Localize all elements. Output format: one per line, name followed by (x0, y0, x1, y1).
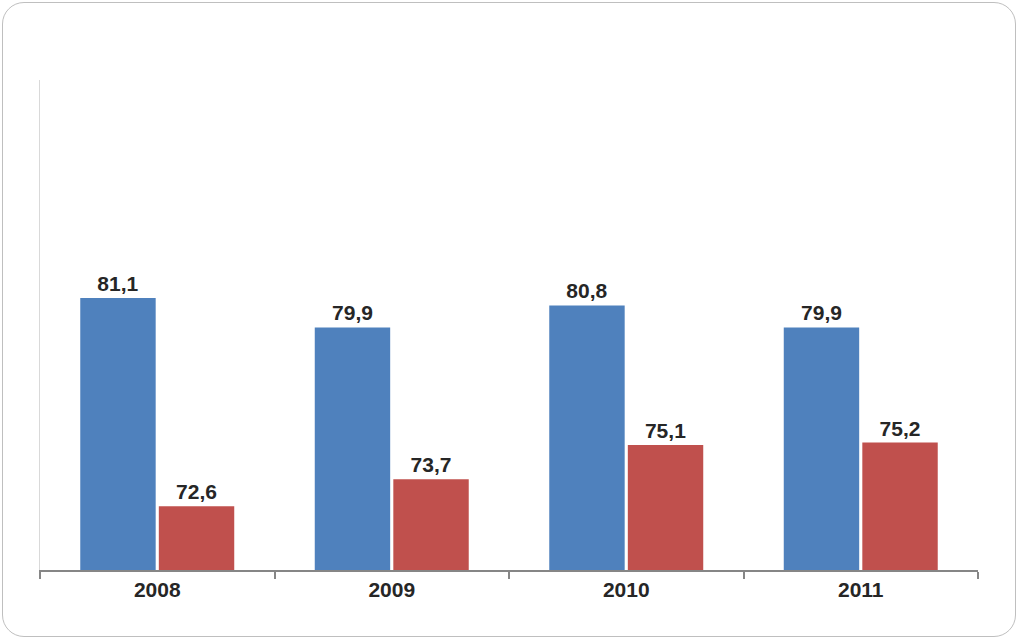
svg-text:75,2: 75,2 (880, 417, 921, 440)
svg-text:2010: 2010 (603, 578, 650, 601)
svg-text:2008: 2008 (134, 578, 181, 601)
svg-text:80,8: 80,8 (566, 279, 607, 302)
svg-text:2011: 2011 (838, 578, 884, 601)
svg-text:79,9: 79,9 (332, 301, 373, 324)
svg-text:73,7: 73,7 (411, 453, 452, 476)
svg-text:81,1: 81,1 (97, 272, 138, 295)
svg-text:2009: 2009 (368, 578, 415, 601)
svg-text:75,1: 75,1 (645, 419, 686, 442)
svg-text:72,6: 72,6 (176, 480, 217, 503)
svg-text:79,9: 79,9 (801, 301, 842, 324)
